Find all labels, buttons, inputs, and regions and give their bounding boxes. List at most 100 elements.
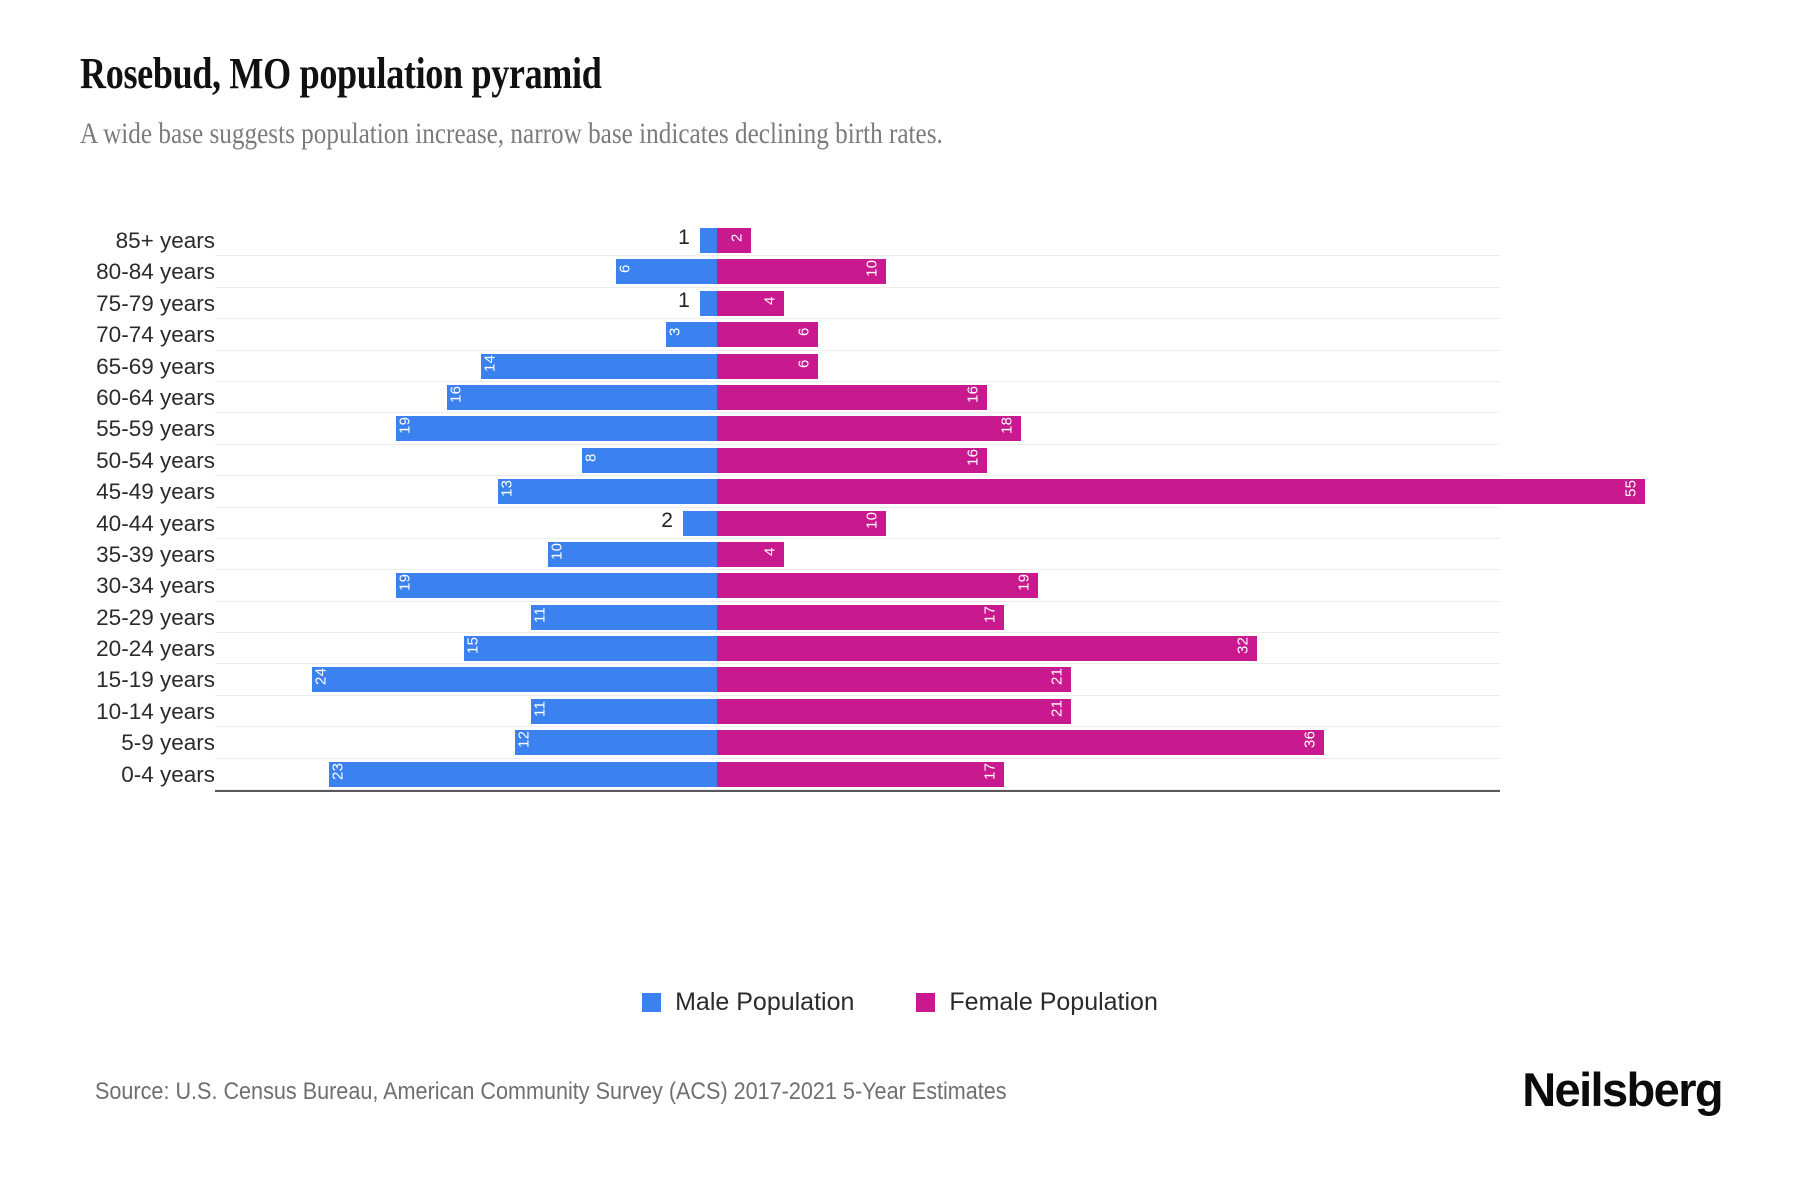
- bar-value-label-male: 11: [531, 700, 549, 717]
- bar-row: 2 10: [215, 508, 1712, 539]
- bar-male[interactable]: [396, 416, 717, 442]
- bar-male[interactable]: [615, 259, 717, 285]
- bar-male[interactable]: [683, 510, 717, 536]
- y-axis-tick-label: 60-64 years: [96, 384, 215, 410]
- gridline: [215, 380, 1500, 382]
- bar-row: 15 32: [215, 633, 1712, 664]
- bar-value-label-male: 1: [678, 288, 691, 312]
- bar-female[interactable]: [717, 636, 1257, 662]
- bar-value-label-female: 21: [1048, 699, 1066, 717]
- chart-subtitle: A wide base suggests population increase…: [80, 116, 943, 150]
- bar-row: 24 21: [215, 664, 1712, 695]
- y-axis-tick-label: 45-49 years: [96, 479, 215, 505]
- bar-female[interactable]: [717, 698, 1072, 724]
- bar-row: 23 17: [215, 759, 1712, 790]
- y-axis-tick-labels: 85+ years 80-84 years 75-79 years 70-74 yea…: [0, 225, 215, 790]
- bar-value-label-female: 19: [1015, 574, 1033, 592]
- bar-value-label-male: 2: [661, 508, 674, 532]
- bar-male[interactable]: [312, 667, 717, 693]
- y-axis-tick-label: 35-39 years: [96, 541, 215, 567]
- bar-female[interactable]: [717, 604, 1004, 630]
- bar-row: 19 19: [215, 570, 1712, 601]
- bar-male[interactable]: [666, 322, 717, 348]
- bar-female[interactable]: [717, 667, 1072, 693]
- bar-row: 8 16: [215, 445, 1712, 476]
- bar-male[interactable]: [582, 447, 717, 473]
- bar-value-label-male: 23: [329, 762, 347, 780]
- bar-female[interactable]: [717, 541, 785, 567]
- gridline: [215, 569, 1500, 571]
- bar-value-label-male: 24: [312, 668, 330, 686]
- square-swatch-icon: [642, 993, 662, 1012]
- y-axis-tick-label: 85+ years: [115, 228, 215, 253]
- bar-value-label-female: 4: [761, 295, 779, 305]
- gridline: [215, 789, 1500, 790]
- bar-male[interactable]: [447, 384, 717, 410]
- y-axis-tick-label: 15-19 years: [96, 667, 215, 693]
- bar-value-label-female: 16: [964, 448, 982, 466]
- bar-value-label-male: 19: [396, 574, 414, 592]
- bar-female[interactable]: [717, 353, 819, 379]
- bar-row: 13 55: [215, 476, 1712, 507]
- gridline: [215, 475, 1500, 477]
- bar-value-label-female: 10: [863, 511, 881, 529]
- bar-female[interactable]: [717, 573, 1038, 599]
- bar-male[interactable]: [463, 636, 717, 662]
- bar-row: 16 16: [215, 382, 1712, 413]
- legend-item-female[interactable]: Female Population: [916, 988, 1158, 1017]
- bar-male[interactable]: [531, 604, 717, 630]
- bar-female[interactable]: [717, 384, 987, 410]
- bar-value-label-female: 6: [795, 327, 813, 336]
- gridline: [215, 726, 1500, 728]
- bar-male[interactable]: [480, 353, 717, 379]
- gridline: [215, 663, 1500, 665]
- bar-female[interactable]: [717, 730, 1325, 756]
- bar-male[interactable]: [700, 228, 717, 253]
- bar-value-label-male: 19: [396, 417, 414, 435]
- bar-value-label-male: 8: [582, 452, 600, 462]
- gridline: [215, 757, 1500, 759]
- chart-legend: Male Population Female Population: [0, 988, 1800, 1017]
- bar-value-label-female: 55: [1622, 479, 1640, 498]
- bar-value-label-female: 36: [1301, 731, 1319, 749]
- gridline: [215, 286, 1500, 288]
- bar-male[interactable]: [514, 730, 717, 756]
- gridline: [215, 600, 1500, 602]
- gridline: [215, 318, 1500, 320]
- bar-female[interactable]: [717, 290, 785, 316]
- bar-male[interactable]: [396, 573, 717, 599]
- bar-male[interactable]: [531, 698, 717, 724]
- gridline: [215, 506, 1500, 508]
- legend-label-female: Female Population: [949, 988, 1158, 1016]
- bar-value-label-female: 18: [998, 417, 1016, 435]
- bar-female[interactable]: [717, 761, 1004, 787]
- bar-female[interactable]: [717, 228, 751, 253]
- bar-male[interactable]: [548, 541, 717, 567]
- bar-value-label-female: 6: [795, 358, 813, 368]
- gridline: [215, 537, 1500, 539]
- legend-item-male[interactable]: Male Population: [642, 988, 854, 1017]
- bar-male[interactable]: [700, 290, 717, 316]
- bar-female[interactable]: [717, 479, 1645, 505]
- bar-value-label-male: 3: [666, 327, 684, 336]
- bar-female[interactable]: [717, 510, 886, 536]
- bar-female[interactable]: [717, 259, 886, 285]
- page-title: Rosebud, MO population pyramid: [80, 49, 602, 98]
- bar-female[interactable]: [717, 447, 987, 473]
- y-axis-tick-label: 75-79 years: [96, 290, 215, 316]
- bar-row: 11 21: [215, 696, 1712, 727]
- y-axis-tick-label: 25-29 years: [96, 604, 215, 630]
- chart-plot-area: 85+ years 80-84 years 75-79 years 70-74 yea…: [0, 225, 1800, 805]
- bar-female[interactable]: [717, 416, 1021, 442]
- y-axis-tick-label: 70-74 years: [96, 322, 215, 348]
- bar-male[interactable]: [497, 479, 717, 505]
- bar-female[interactable]: [717, 322, 819, 348]
- bar-value-label-male: 6: [616, 264, 634, 274]
- gridline: [215, 412, 1500, 414]
- gridline: [215, 694, 1500, 696]
- bar-male[interactable]: [328, 761, 717, 787]
- y-axis-tick-label: 80-84 years: [96, 259, 215, 285]
- bar-value-label-male: 1: [678, 226, 691, 249]
